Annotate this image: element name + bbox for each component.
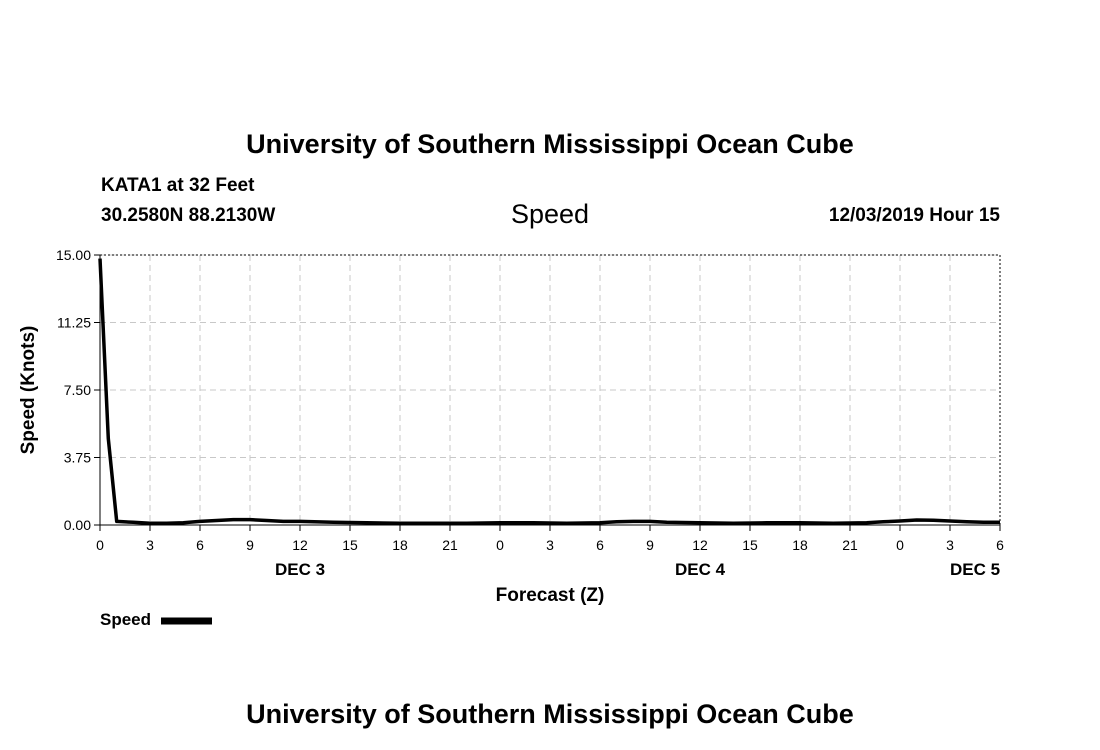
page-title: University of Southern Mississippi Ocean… [246,129,854,159]
day-label: DEC 4 [675,560,726,579]
forecast-timestamp: 12/03/2019 Hour 15 [828,205,1000,226]
x-tick-label: 21 [842,537,858,553]
x-tick-label: 18 [392,537,408,553]
x-tick-label: 3 [146,537,154,553]
x-tick-label: 9 [246,537,254,553]
legend-label: Speed [100,610,151,629]
x-tick-label: 3 [546,537,554,553]
x-tick-label: 9 [646,537,654,553]
x-tick-label: 18 [792,537,808,553]
y-tick-label: 7.50 [64,382,91,398]
chart-title: Speed [510,199,590,229]
y-axis-title: Speed (Knots) [18,326,39,455]
y-tick-label: 15.00 [56,247,91,263]
x-tick-label: 12 [692,537,708,553]
station-coordinates: 30.2580N 88.2130W [101,205,276,226]
x-tick-label: 15 [742,537,758,553]
x-tick-label: 12 [292,537,308,553]
y-tick-label: 0.00 [64,517,91,533]
x-tick-label: 15 [342,537,358,553]
footer-title: University of Southern Mississippi Ocean… [246,699,854,729]
y-tick-label: 11.25 [57,315,91,331]
series-line-speed [98,258,1000,525]
x-tick-label: 3 [946,537,954,553]
x-tick-label: 6 [196,537,204,553]
x-tick-label: 6 [996,537,1004,553]
y-tick-label: 3.75 [64,450,91,466]
x-tick-label: 21 [442,537,458,553]
x-tick-label: 0 [96,537,104,553]
x-tick-label: 0 [896,537,904,553]
x-tick-label: 0 [496,537,504,553]
day-label: DEC 5 [950,560,1000,579]
x-tick-label: 6 [596,537,604,553]
x-axis-title: Forecast (Z) [496,585,605,606]
day-label: DEC 3 [275,560,325,579]
station-label: KATA1 at 32 Feet [101,175,255,196]
